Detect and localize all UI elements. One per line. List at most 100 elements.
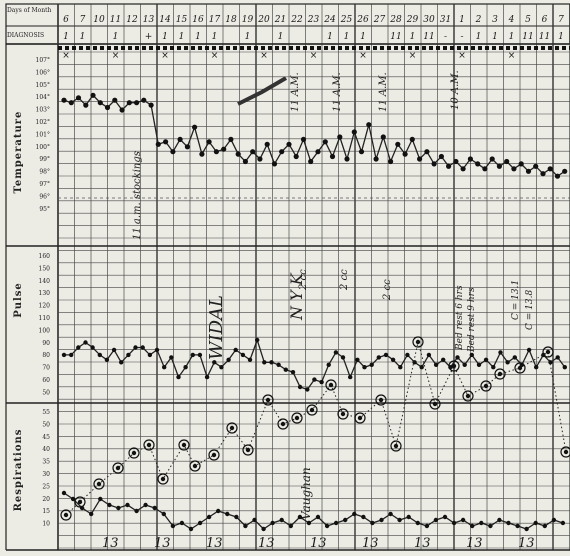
- ringed-point: [514, 362, 526, 374]
- diagnosis-mark: 1: [492, 32, 498, 42]
- temperature-point: [489, 156, 495, 162]
- pulse-point: [133, 345, 138, 350]
- ringed-point-center: [483, 383, 489, 389]
- pulse-tick: 110: [39, 315, 51, 322]
- pulse-point: [526, 347, 532, 353]
- pulse-point: [340, 355, 346, 360]
- diagnosis-mark: 1: [344, 32, 350, 42]
- temperature-point: [475, 161, 481, 167]
- temperature-tick: 107°: [36, 57, 50, 64]
- respiration-point: [442, 514, 448, 520]
- diagnosis-mark: 1: [195, 32, 201, 42]
- ringed-point-center: [96, 481, 102, 487]
- respiration-tick: 50: [42, 421, 50, 428]
- diagnosis-label: DIAGNOSIS: [7, 32, 44, 39]
- pulse-point: [326, 362, 331, 367]
- day-label: 6: [63, 15, 69, 25]
- temperature-point: [424, 149, 430, 155]
- pulse-point: [276, 362, 281, 367]
- temperature-point: [315, 149, 321, 155]
- pulse-point: [169, 355, 174, 360]
- pulse-point: [83, 340, 88, 345]
- annotation-right-3: C = 13.1: [511, 280, 521, 320]
- temperature-point: [525, 168, 532, 174]
- ringed-point-center: [563, 449, 569, 455]
- temperature-line: [63, 94, 566, 178]
- day-label: 30: [423, 15, 435, 25]
- pulse-point: [90, 345, 95, 350]
- pulse-point: [140, 345, 145, 350]
- ringed-point: [262, 394, 274, 406]
- pulse-point: [61, 352, 67, 358]
- day-label: 6: [542, 15, 548, 25]
- ringed-point-center: [160, 476, 166, 482]
- pulse-point: [348, 374, 353, 380]
- annotation-time-2: 11 A.M.: [332, 72, 343, 112]
- temperature-point: [547, 166, 553, 172]
- diagnosis-mark: -: [444, 32, 447, 42]
- annotation-time-3: 11 A.M.: [378, 72, 389, 112]
- ringed-point-center: [294, 415, 300, 421]
- temperature-point: [61, 97, 67, 103]
- temperature-tick: 98°: [39, 169, 50, 176]
- temperature-point: [90, 92, 96, 98]
- temperature-point: [446, 163, 452, 169]
- day-label: 16: [192, 15, 204, 25]
- pulse-point: [476, 362, 482, 367]
- temperature-point: [104, 104, 111, 111]
- pulse-point: [233, 347, 238, 353]
- respiration-point: [352, 511, 357, 517]
- temperature-point: [366, 122, 372, 128]
- day-label: 22: [290, 15, 303, 25]
- ringed-point-center: [192, 463, 198, 469]
- bottom-mark: 13: [258, 536, 275, 551]
- temperature-point: [467, 156, 473, 162]
- pulse-point: [204, 374, 210, 380]
- ringed-point: [226, 422, 238, 434]
- temperature-point: [83, 102, 89, 108]
- respiration-point: [89, 511, 94, 517]
- pulse-point: [362, 365, 367, 370]
- diagnosis-mark: 1: [558, 32, 564, 42]
- pulse-point: [255, 337, 260, 343]
- temperature-point: [533, 163, 539, 169]
- temperature-point: [337, 134, 343, 140]
- temperature-point: [409, 136, 415, 142]
- bottom-mark: 13: [466, 536, 483, 551]
- day-label: 7: [558, 15, 564, 25]
- ringed-point: [112, 462, 124, 474]
- respiration-tick: 45: [42, 434, 50, 441]
- ringed-point-center: [517, 365, 523, 371]
- pulse-point: [469, 352, 474, 358]
- temperature-series: [61, 92, 568, 179]
- ringed-point: [178, 439, 190, 451]
- ringed-point: [429, 398, 441, 410]
- temperature-point: [380, 134, 386, 140]
- ringed-point: [337, 408, 349, 420]
- pulse-tick: 160: [39, 253, 51, 260]
- respiration-point: [234, 514, 239, 520]
- temperature-point: [206, 139, 212, 145]
- pulse-point: [433, 362, 439, 367]
- temperature-point: [134, 100, 140, 106]
- temperature-point: [431, 161, 437, 167]
- day-label: 1: [459, 15, 465, 25]
- bottom-mark: 13: [102, 536, 119, 551]
- day-label: 5: [525, 15, 531, 25]
- temperature-point: [68, 100, 74, 106]
- temperature-point: [293, 153, 299, 160]
- ringed-point-center: [432, 401, 438, 407]
- diagnosis-mark: 1: [212, 32, 218, 42]
- x-mark: ×: [409, 51, 417, 61]
- x-mark: ×: [112, 51, 120, 61]
- temperature-point: [257, 156, 263, 162]
- ringed-point-center: [340, 411, 346, 417]
- pulse-point: [491, 365, 496, 370]
- pulse-point: [505, 360, 510, 365]
- pulse-point: [69, 352, 74, 358]
- pulse-point: [534, 365, 539, 370]
- day-label: 18: [225, 15, 237, 25]
- pulse-point: [283, 367, 288, 372]
- ringed-point: [306, 404, 318, 416]
- temperature-tick: 106°: [36, 69, 50, 76]
